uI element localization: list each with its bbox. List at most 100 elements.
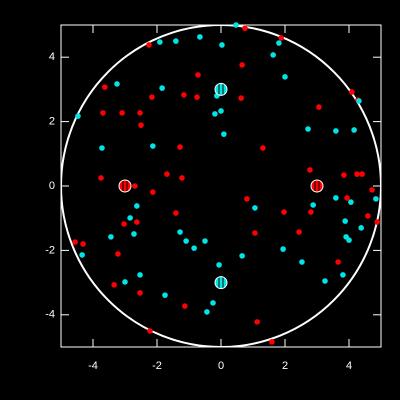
point [80,241,86,247]
point [150,189,156,195]
y-tick-label: -2 [45,244,55,256]
point [191,245,197,251]
point [305,126,311,132]
point [177,229,183,235]
point [374,219,380,225]
point [121,221,127,227]
point [137,110,143,116]
point [244,196,250,202]
point [369,187,375,193]
point [276,40,282,46]
point [316,104,322,110]
point [358,225,364,231]
point [159,85,165,91]
y-tick-label: 2 [49,116,55,128]
y-tick-label: 0 [49,180,55,192]
point [157,39,163,45]
point [149,94,155,100]
point [238,95,244,101]
point [252,205,258,211]
highlight-point [118,179,132,193]
point [254,319,260,325]
point [270,52,276,58]
point [146,42,152,48]
point [344,195,350,201]
point [359,171,365,177]
point [173,38,179,44]
point [173,210,179,216]
point [147,328,153,334]
point [233,22,239,28]
point [138,122,144,128]
point [98,175,104,181]
point [137,290,143,296]
point [183,238,189,244]
point [179,175,185,181]
point [351,127,357,133]
point [356,98,362,104]
point [269,339,275,345]
point [131,231,137,237]
point [72,239,78,245]
point [212,111,218,117]
point [162,292,168,298]
point [335,259,341,265]
point [127,215,133,221]
point [296,229,302,235]
point [210,300,216,306]
point [239,62,245,68]
point [342,218,348,224]
point [134,219,140,225]
point [164,171,170,177]
highlight-ring [214,82,228,96]
point [299,259,305,265]
point [122,279,128,285]
point [219,42,225,48]
point [310,202,316,208]
point [108,234,114,240]
point [79,252,85,258]
point [75,113,81,119]
highlight-ring [118,179,132,193]
highlight-point [214,82,228,96]
x-tick-label: -4 [88,360,98,372]
point [195,72,201,78]
point [134,203,140,209]
point [365,213,371,219]
point [239,253,245,259]
point [340,272,346,278]
point [308,209,314,215]
point [181,92,187,98]
point [373,196,379,202]
point [281,209,287,215]
point [177,144,183,150]
x-tick-label: 4 [346,360,352,372]
point [346,237,352,243]
point [354,171,360,177]
point [150,143,156,149]
point [137,272,143,278]
point [348,199,354,205]
point [194,94,200,100]
point [204,309,210,315]
x-tick-label: 0 [218,360,224,372]
point [100,110,106,116]
point [278,35,284,41]
y-tick-label: -4 [45,309,55,321]
point [307,167,313,173]
point [202,238,208,244]
point [242,25,248,32]
point [99,145,105,151]
point [333,195,339,201]
point [114,81,120,87]
highlight-ring [310,179,324,193]
point [197,34,203,40]
point [260,145,266,151]
point [333,128,339,134]
x-tick-label: 2 [282,360,288,372]
point [252,230,258,236]
point [216,262,222,268]
